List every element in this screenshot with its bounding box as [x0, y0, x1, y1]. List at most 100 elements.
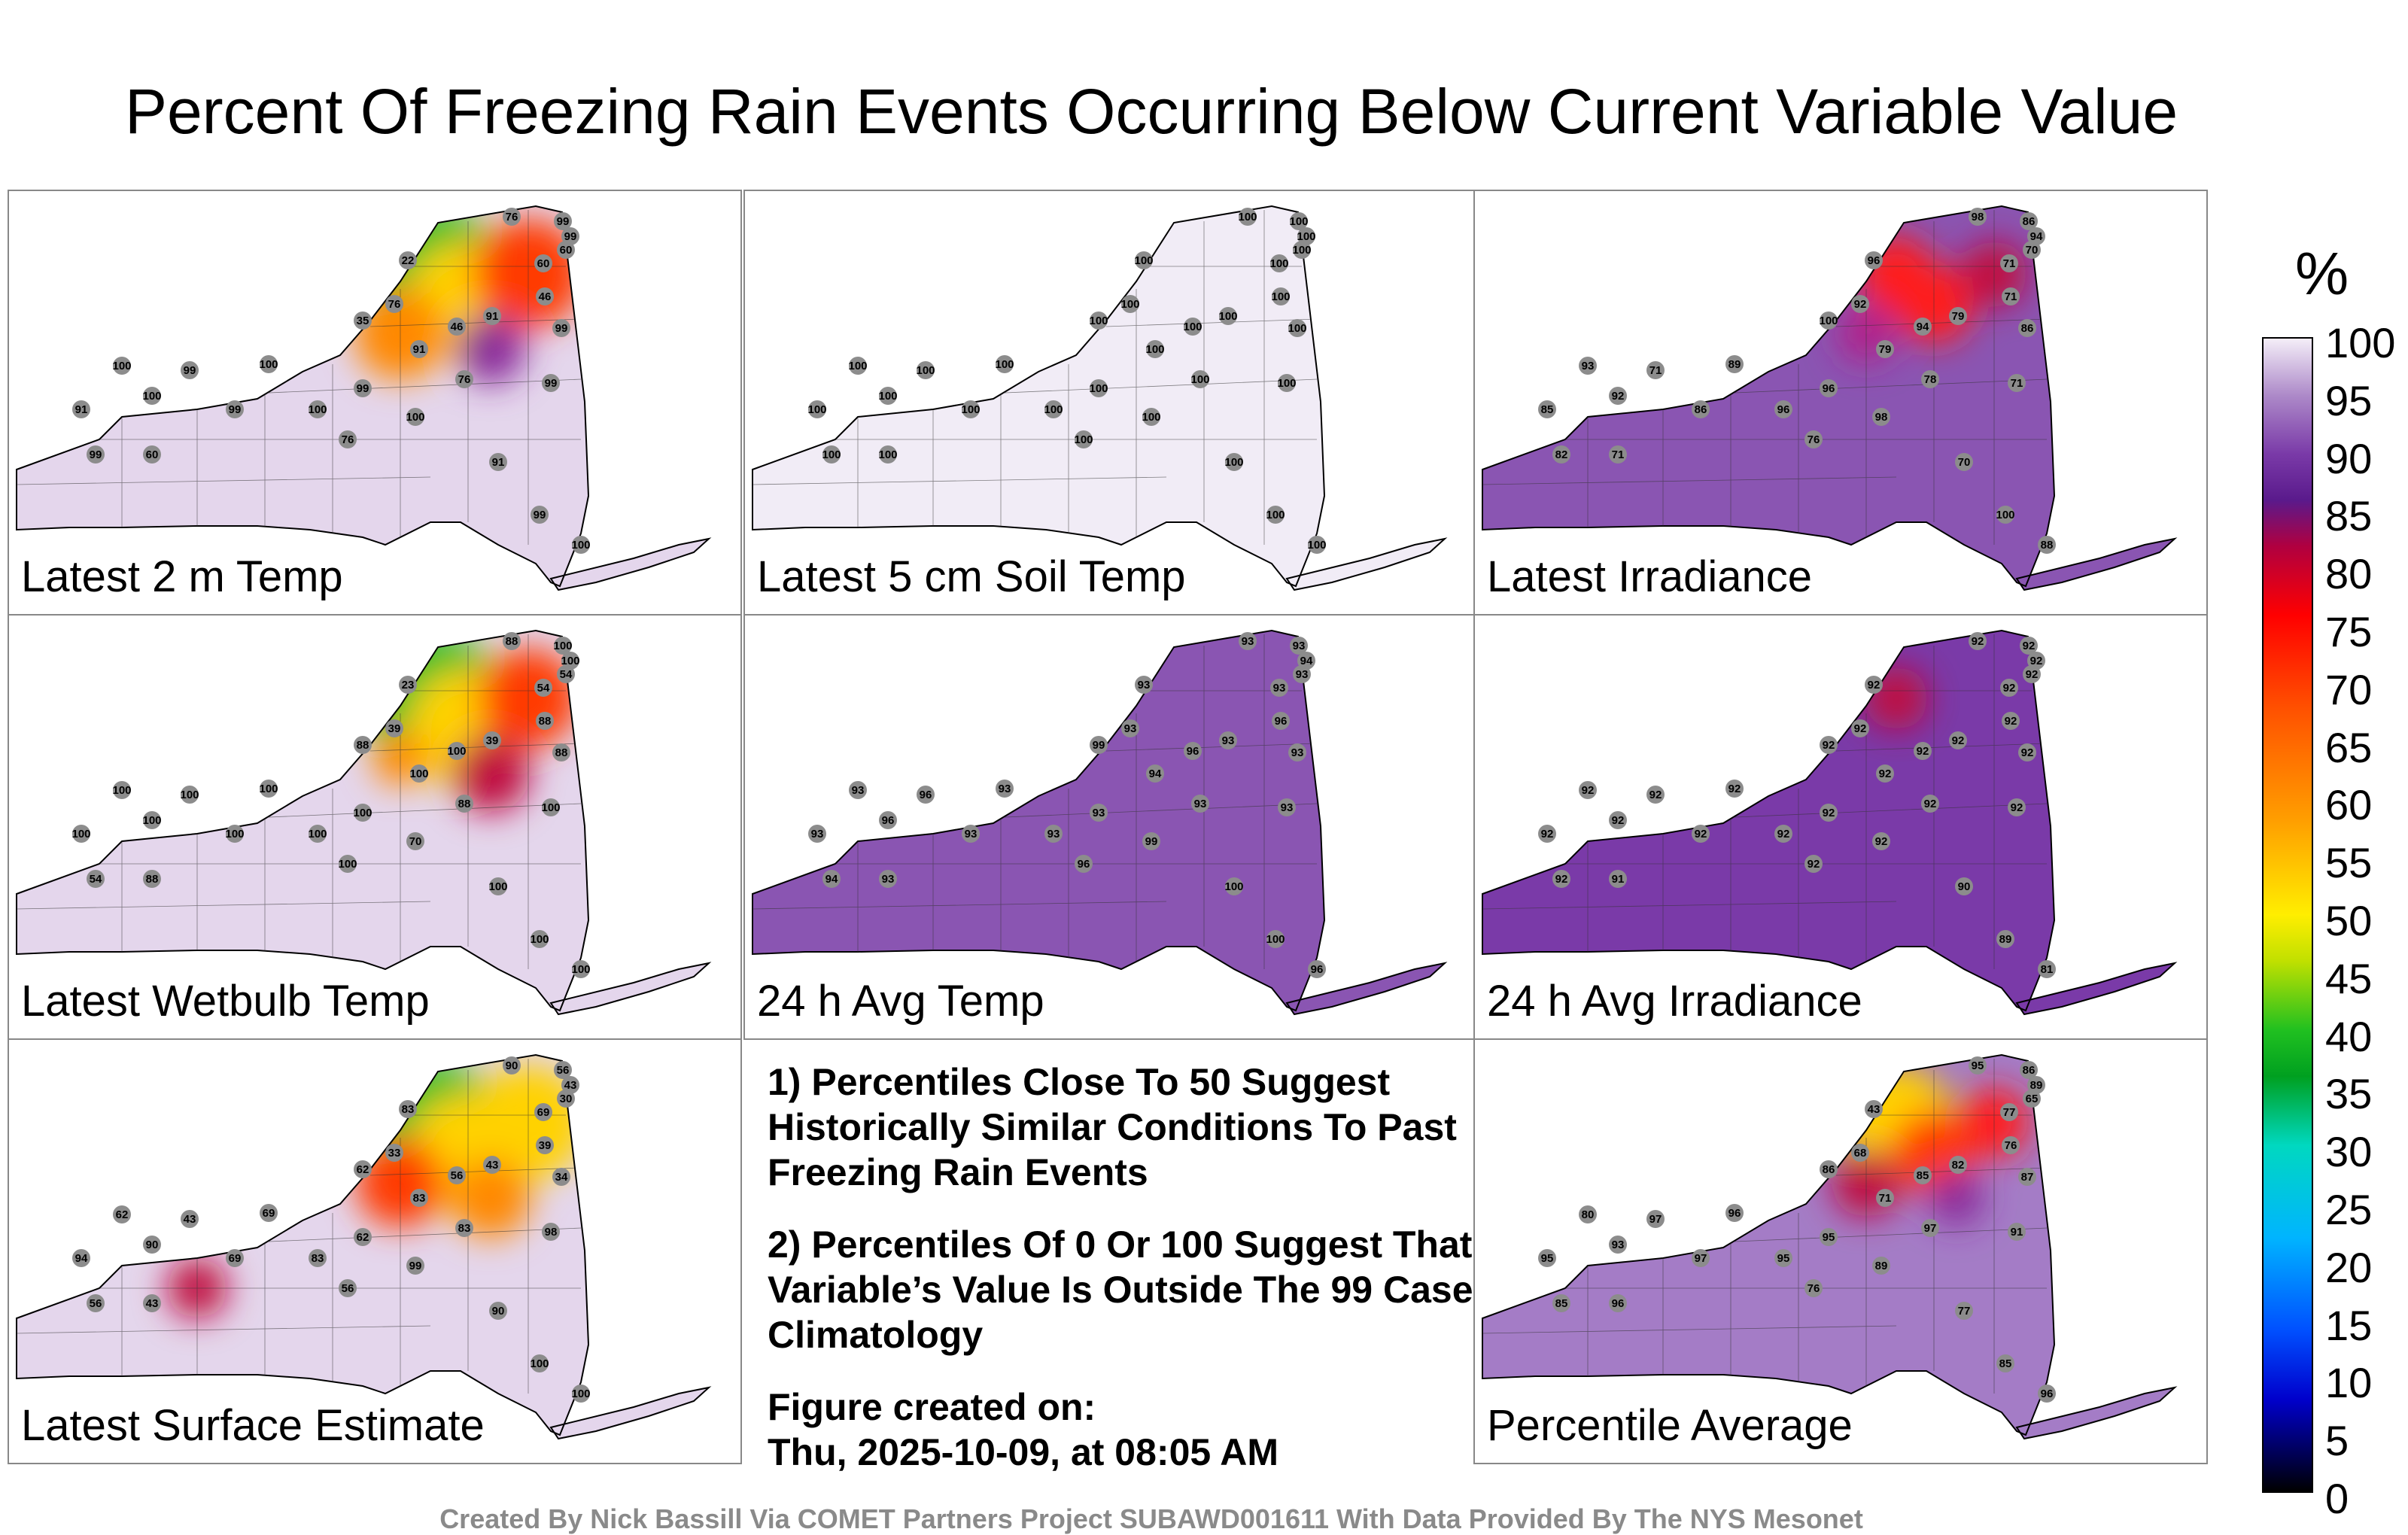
station-dot	[1820, 804, 1838, 822]
panel-label: 24 h Avg Irradiance	[1487, 977, 1862, 1026]
note-percentile-0-100: 2) Percentiles Of 0 Or 100 Suggest That …	[768, 1223, 1473, 1356]
station-dot	[2000, 1103, 2018, 1121]
station-dot	[1191, 370, 1209, 388]
panel-label: Latest Irradiance	[1487, 552, 1813, 601]
station-marker: 99	[226, 400, 244, 418]
station-dot	[143, 445, 161, 464]
station-value: 88	[458, 798, 471, 810]
station-dot	[503, 208, 521, 226]
station-dot	[879, 811, 897, 829]
station-dot	[1774, 400, 1792, 418]
station-dot	[1692, 1249, 1710, 1267]
station-value: 100	[822, 448, 841, 461]
station-marker: 89	[1725, 355, 1744, 373]
long-island-outline	[1285, 962, 1448, 1016]
station-dot	[1865, 1100, 1883, 1118]
station-dot	[536, 287, 554, 305]
station-marker: 93	[1293, 665, 1311, 683]
station-value: 100	[916, 364, 935, 377]
stations: 88 100 100 23 54 54 88 39 88 39 100 100 88 100 100 100 1…	[71, 632, 591, 978]
station-dot	[1949, 1156, 1967, 1174]
station-marker: 92	[2008, 798, 2026, 816]
colorbar-tick-label: 95	[2325, 376, 2373, 424]
station-marker: 96	[1865, 251, 1883, 269]
station-dot	[181, 1210, 199, 1228]
station-value: 68	[1854, 1147, 1867, 1160]
station-marker: 100	[1224, 453, 1244, 471]
station-marker: 86	[2018, 319, 2036, 337]
station-dot	[996, 780, 1014, 798]
station-dot	[1184, 742, 1202, 760]
station-dot	[1774, 1249, 1792, 1267]
station-marker: 82	[1552, 445, 1570, 464]
station-value: 100	[1266, 509, 1285, 521]
station-marker: 100	[1277, 374, 1297, 392]
station-dot	[1579, 781, 1597, 799]
station-marker: 100	[1089, 379, 1108, 397]
station-dot	[1142, 408, 1160, 426]
station-marker: 89	[1872, 1257, 1890, 1275]
station-marker: 76	[1804, 430, 1823, 448]
colorbar-tick-label: 20	[2325, 1243, 2373, 1291]
station-marker: 77	[2000, 1103, 2018, 1121]
station-value: 65	[2026, 1093, 2039, 1105]
station-marker: 100	[530, 1354, 549, 1372]
station-value: 39	[388, 722, 401, 735]
station-dot	[406, 1257, 424, 1275]
station-marker: 100	[1183, 318, 1202, 336]
station-value: 100	[1142, 411, 1160, 424]
station-marker: 88	[354, 736, 372, 754]
station-value: 85	[1555, 1297, 1568, 1310]
station-marker: 86	[2020, 1061, 2038, 1079]
station-dot	[1538, 825, 1556, 843]
station-value: 100	[1277, 377, 1296, 390]
station-marker: 85	[1538, 400, 1556, 418]
station-dot	[536, 712, 554, 730]
map-panel: 76 99 99 22 60 60 46 91 35 76 46 91 99 100 99 100 99 76 99…	[8, 190, 742, 616]
ny-map: 100 100 100 100 100 100 100 100 100 100 100 100 100 1…	[752, 205, 1448, 591]
station-value: 90	[1958, 880, 1971, 893]
county-lines	[752, 634, 1318, 969]
station-value: 100	[1089, 315, 1108, 327]
station-marker: 92	[1646, 786, 1665, 804]
station-marker: 100	[259, 355, 278, 373]
stations: 90 56 43 83 69 30 39 43 62 33 56 83 34 62 43 69 62 83 98 90…	[72, 1056, 591, 1403]
colorbar-tick-label: 40	[2325, 1012, 2373, 1060]
station-marker: 99	[1142, 832, 1160, 850]
station-value: 92	[1952, 734, 1965, 747]
station-marker: 34	[552, 1168, 570, 1186]
station-dot	[879, 387, 897, 405]
station-dot	[503, 1056, 521, 1074]
station-marker: 93	[1239, 632, 1257, 650]
station-marker: 100	[1074, 430, 1093, 448]
station-dot	[534, 1103, 552, 1121]
panel-label: Percentile Average	[1487, 1401, 1853, 1450]
panel-label: Latest 5 cm Soil Temp	[757, 552, 1186, 601]
station-value: 100	[259, 358, 278, 371]
station-dot	[1872, 1257, 1890, 1275]
station-value: 92	[1695, 828, 1707, 840]
station-value: 99	[1093, 739, 1105, 752]
station-dot	[1270, 254, 1288, 272]
station-marker: 100	[1289, 212, 1309, 230]
station-value: 92	[2030, 655, 2043, 667]
station-value: 99	[564, 230, 577, 243]
station-marker: 100	[530, 930, 549, 948]
station-value: 92	[2021, 746, 2034, 759]
station-dot	[489, 877, 507, 895]
station-marker: 99	[354, 379, 372, 397]
station-marker: 100	[1266, 930, 1285, 948]
station-value: 100	[142, 390, 161, 403]
stations: 95 86 89 43 77 65 76 82 86 68 85 71 87 80 97 96 95 97 91 93…	[1538, 1056, 2056, 1403]
long-island-outline	[1285, 537, 1448, 591]
long-island-outline	[549, 962, 712, 1016]
station-dot	[1135, 251, 1153, 269]
station-dot	[1725, 1204, 1744, 1222]
station-dot	[1308, 536, 1326, 554]
station-marker: 62	[354, 1228, 372, 1246]
station-marker: 90	[143, 1236, 161, 1254]
station-marker: 39	[536, 1136, 554, 1154]
station-dot	[1219, 731, 1237, 749]
station-value: 91	[1612, 873, 1625, 886]
station-dot	[406, 832, 424, 850]
